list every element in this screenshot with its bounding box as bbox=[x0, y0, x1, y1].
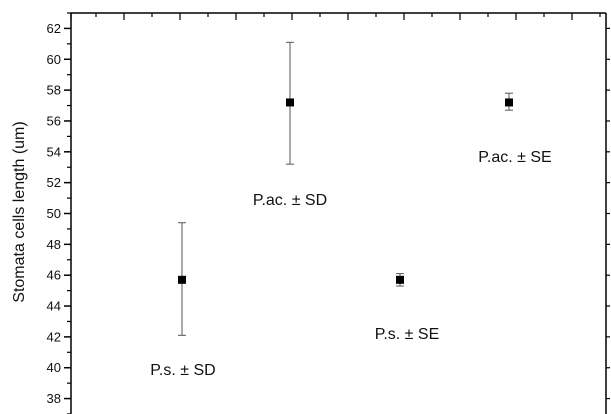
y-tick-label: 40 bbox=[47, 360, 61, 375]
data-point-marker bbox=[396, 275, 404, 284]
data-point-marker bbox=[178, 275, 186, 284]
data-point-marker bbox=[286, 98, 294, 107]
y-tick-label: 62 bbox=[47, 21, 61, 36]
y-tick-label: 46 bbox=[47, 268, 61, 283]
data-point-marker bbox=[505, 98, 513, 107]
point-label: P.s. ± SE bbox=[375, 326, 440, 343]
y-tick-label: 44 bbox=[47, 299, 61, 314]
axes-layer bbox=[70, 12, 607, 414]
y-tick-label: 48 bbox=[47, 237, 61, 252]
y-tick-label: 42 bbox=[47, 329, 61, 344]
marks-layer bbox=[178, 41, 513, 336]
y-tick-label: 60 bbox=[47, 52, 61, 67]
y-tick-label: 50 bbox=[47, 206, 61, 221]
y-tick-label: 52 bbox=[47, 175, 61, 190]
y-tick-label: 58 bbox=[47, 83, 61, 98]
y-tick-label: 56 bbox=[47, 113, 61, 128]
point-label: P.ac. ± SE bbox=[478, 149, 551, 166]
labels-layer: P.s. ± SD P.ac. ± SD P.s. ± SE P.ac. ± SE bbox=[150, 149, 551, 379]
y-tick-label: 38 bbox=[47, 391, 61, 406]
y-tick-label: 54 bbox=[47, 144, 61, 159]
y-axis-title: Stomata cells length (um) bbox=[11, 121, 28, 302]
point-label: P.s. ± SD bbox=[150, 362, 215, 379]
ticks-layer: 38 40 42 44 46 48 50 52 54 56 58 60 62 bbox=[47, 12, 610, 414]
point-label: P.ac. ± SD bbox=[253, 192, 327, 209]
